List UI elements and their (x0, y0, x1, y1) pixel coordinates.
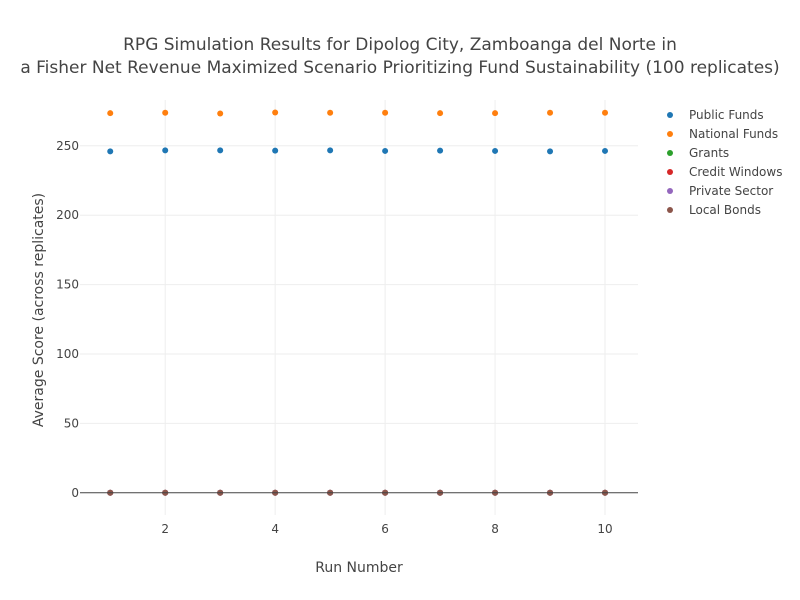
y-tick-label: 150 (56, 278, 79, 292)
point-national-funds (602, 109, 609, 116)
point-national-funds (162, 109, 169, 116)
points-layer (107, 109, 609, 496)
point-national-funds (547, 109, 554, 116)
y-tick-label: 100 (56, 347, 79, 361)
x-tick-label: 8 (491, 522, 499, 536)
y-tick-label: 50 (64, 416, 79, 430)
y-tick-label: 0 (71, 486, 79, 500)
legend-label-national-funds: National Funds (689, 127, 778, 141)
x-tick-label: 6 (381, 522, 389, 536)
legend-label-grants: Grants (689, 146, 729, 160)
point-national-funds (437, 110, 444, 117)
x-tick-label: 2 (161, 522, 169, 536)
point-national-funds (327, 109, 334, 116)
point-public-funds (382, 147, 389, 154)
legend-marker-local-bonds (667, 207, 673, 213)
legend-marker-national-funds (667, 131, 673, 137)
point-public-funds (217, 147, 224, 154)
point-public-funds (602, 147, 609, 154)
chart-title-line-1: RPG Simulation Results for Dipolog City,… (123, 35, 677, 55)
legend: Public Funds National Funds Grants Credit W… (667, 108, 782, 217)
y-tick-label: 200 (56, 208, 79, 222)
point-public-funds (162, 147, 169, 154)
point-public-funds (492, 147, 499, 154)
legend-marker-private-sector (667, 188, 673, 194)
point-national-funds (492, 110, 499, 117)
legend-label-private-sector: Private Sector (689, 184, 773, 198)
point-national-funds (382, 109, 389, 116)
point-public-funds (437, 147, 444, 154)
legend-marker-grants (667, 150, 673, 156)
legend-label-credit-windows: Credit Windows (689, 165, 782, 179)
point-public-funds (547, 148, 554, 155)
legend-label-local-bonds: Local Bonds (689, 203, 761, 217)
point-public-funds (272, 147, 279, 154)
grid-layer (80, 100, 638, 515)
legend-label-public-funds: Public Funds (689, 108, 764, 122)
point-public-funds (107, 148, 114, 155)
point-national-funds (272, 109, 279, 116)
point-national-funds (107, 110, 114, 117)
x-tick-label: 4 (271, 522, 279, 536)
x-tick-label: 10 (597, 522, 612, 536)
point-national-funds (217, 110, 224, 117)
chart-title-line-2: a Fisher Net Revenue Maximized Scenario … (20, 58, 779, 78)
y-tick-label: 250 (56, 139, 79, 153)
legend-marker-public-funds (667, 112, 673, 118)
x-axis-title: Run Number (315, 560, 403, 576)
y-axis-title: Average Score (across replicates) (31, 193, 47, 427)
point-public-funds (327, 147, 334, 154)
legend-marker-credit-windows (667, 169, 673, 175)
